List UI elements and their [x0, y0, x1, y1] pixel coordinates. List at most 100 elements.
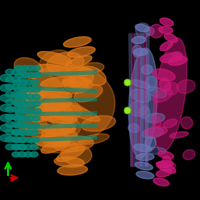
Ellipse shape [136, 171, 154, 179]
Ellipse shape [12, 84, 20, 90]
Ellipse shape [18, 69, 26, 75]
Ellipse shape [18, 145, 26, 150]
Ellipse shape [130, 89, 151, 102]
Ellipse shape [18, 92, 26, 97]
Ellipse shape [38, 52, 72, 64]
Ellipse shape [145, 136, 156, 150]
Ellipse shape [32, 74, 63, 96]
Ellipse shape [40, 50, 71, 72]
Ellipse shape [129, 101, 147, 116]
Ellipse shape [32, 101, 40, 107]
Ellipse shape [63, 81, 93, 94]
Ellipse shape [35, 137, 70, 147]
Ellipse shape [57, 146, 84, 162]
Ellipse shape [33, 73, 41, 78]
Ellipse shape [18, 129, 26, 135]
Ellipse shape [142, 128, 163, 138]
Ellipse shape [152, 116, 161, 128]
Ellipse shape [18, 88, 46, 102]
Ellipse shape [135, 24, 149, 32]
Ellipse shape [12, 114, 20, 120]
Ellipse shape [17, 115, 47, 134]
Ellipse shape [20, 94, 28, 99]
Ellipse shape [64, 37, 91, 47]
Ellipse shape [37, 89, 72, 99]
Ellipse shape [15, 65, 115, 145]
Ellipse shape [177, 80, 195, 93]
Ellipse shape [25, 137, 33, 143]
Ellipse shape [157, 160, 173, 168]
Ellipse shape [41, 133, 71, 143]
Ellipse shape [36, 64, 71, 76]
Ellipse shape [164, 82, 178, 95]
Ellipse shape [36, 124, 77, 137]
Ellipse shape [181, 117, 193, 129]
Ellipse shape [0, 74, 12, 82]
Ellipse shape [6, 144, 14, 150]
Ellipse shape [168, 56, 187, 65]
Ellipse shape [26, 123, 34, 128]
Ellipse shape [22, 90, 68, 103]
Ellipse shape [18, 107, 26, 112]
Ellipse shape [136, 23, 150, 38]
Ellipse shape [12, 107, 20, 112]
Ellipse shape [82, 63, 104, 73]
Ellipse shape [142, 65, 152, 74]
Ellipse shape [12, 92, 20, 97]
Ellipse shape [42, 124, 76, 136]
Ellipse shape [150, 24, 163, 38]
Ellipse shape [18, 122, 26, 127]
Ellipse shape [12, 145, 20, 150]
Ellipse shape [27, 87, 35, 92]
Ellipse shape [132, 45, 142, 57]
Ellipse shape [21, 87, 29, 92]
Ellipse shape [74, 85, 102, 102]
Ellipse shape [20, 101, 28, 107]
Ellipse shape [14, 94, 22, 99]
Ellipse shape [15, 87, 23, 92]
Ellipse shape [159, 26, 173, 34]
Ellipse shape [68, 47, 95, 57]
Ellipse shape [33, 87, 41, 92]
Ellipse shape [146, 147, 166, 154]
Ellipse shape [57, 165, 87, 175]
Ellipse shape [13, 137, 21, 143]
Ellipse shape [6, 129, 14, 135]
Ellipse shape [20, 116, 28, 121]
Ellipse shape [43, 96, 82, 120]
Ellipse shape [47, 52, 84, 75]
Ellipse shape [6, 84, 14, 90]
Ellipse shape [32, 65, 40, 71]
Ellipse shape [55, 102, 92, 125]
Ellipse shape [6, 99, 14, 105]
Ellipse shape [30, 98, 64, 122]
Ellipse shape [6, 92, 14, 97]
Ellipse shape [60, 103, 100, 121]
Ellipse shape [46, 125, 76, 135]
Ellipse shape [41, 139, 69, 153]
Ellipse shape [145, 127, 167, 136]
Ellipse shape [156, 169, 172, 177]
Ellipse shape [19, 137, 27, 143]
Ellipse shape [160, 18, 173, 26]
Ellipse shape [132, 36, 146, 44]
Ellipse shape [14, 58, 43, 79]
Ellipse shape [160, 163, 176, 170]
Ellipse shape [145, 27, 154, 35]
Ellipse shape [32, 116, 40, 121]
Ellipse shape [30, 136, 78, 153]
Ellipse shape [18, 77, 26, 82]
Ellipse shape [12, 129, 20, 135]
Ellipse shape [134, 144, 152, 152]
Ellipse shape [162, 156, 171, 167]
Ellipse shape [12, 130, 20, 135]
Ellipse shape [21, 73, 29, 78]
Ellipse shape [30, 145, 38, 150]
Ellipse shape [12, 77, 20, 82]
Ellipse shape [26, 101, 34, 107]
Ellipse shape [42, 113, 77, 123]
Ellipse shape [31, 137, 39, 143]
Ellipse shape [12, 99, 20, 105]
Ellipse shape [12, 152, 20, 157]
Ellipse shape [15, 73, 23, 78]
